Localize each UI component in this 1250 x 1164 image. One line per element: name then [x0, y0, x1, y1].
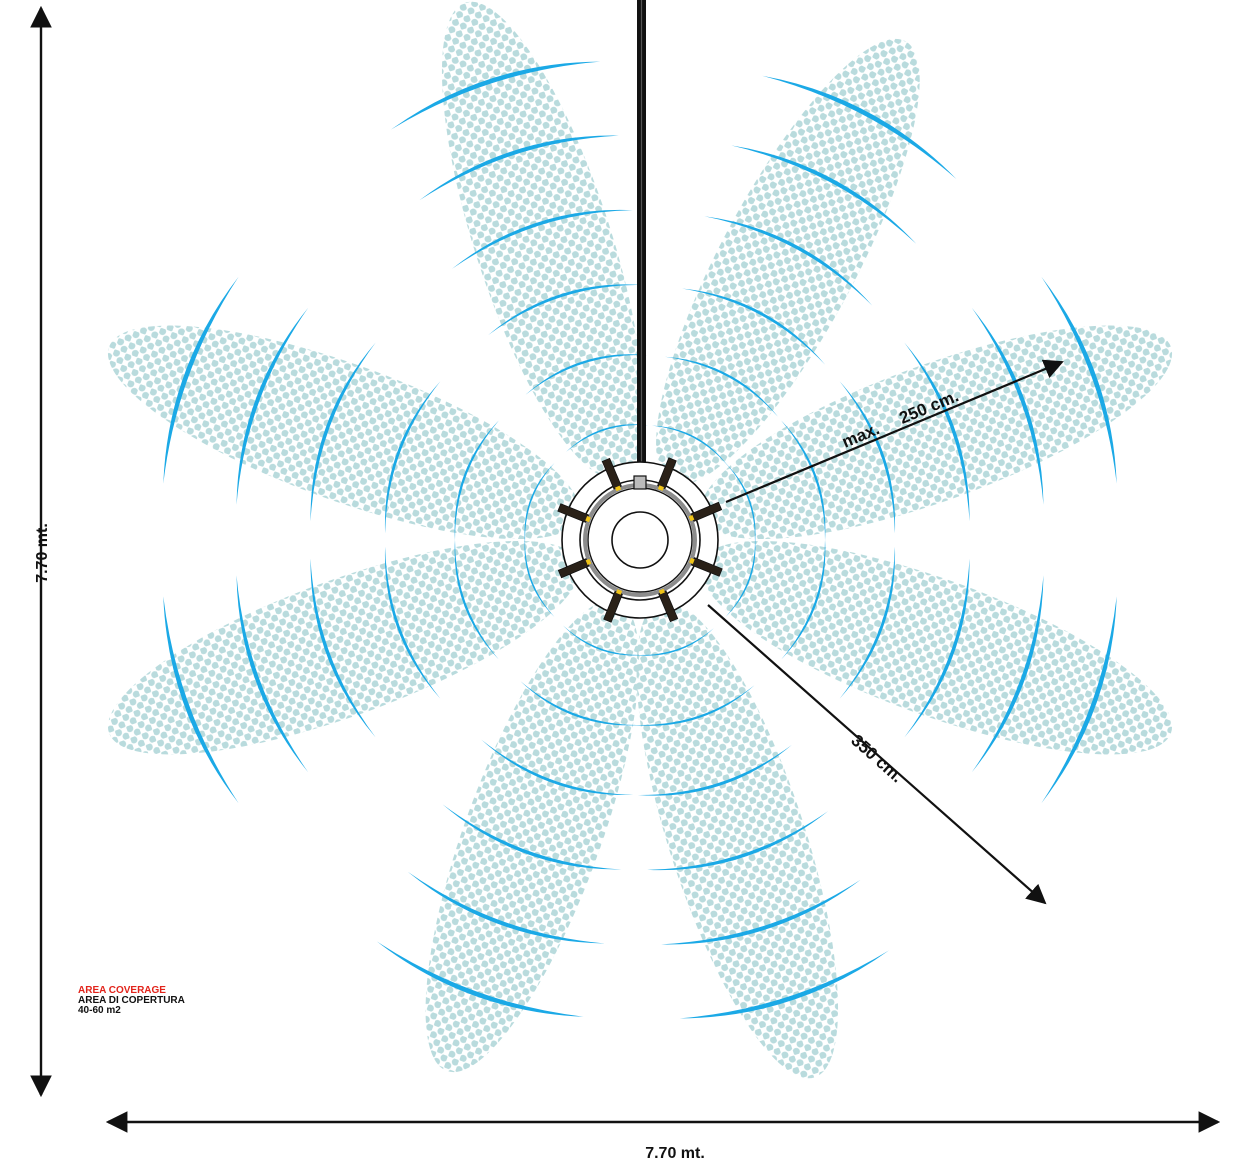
signal-wave-arc [488, 284, 643, 335]
signal-wave-arc [384, 381, 441, 534]
signal-wave-arc [451, 209, 633, 269]
emitter-post [689, 557, 723, 577]
signal-wave-arc [481, 739, 634, 796]
signal-wave-arc [647, 811, 829, 871]
antenna-hub-icon [557, 457, 723, 623]
signal-wave-arc [384, 546, 441, 699]
reach-radius-arrow [707, 604, 1047, 905]
emitter-post [658, 588, 679, 623]
width-dimension-label: 7.70 mt. [645, 1145, 705, 1162]
signal-wave-arc [524, 463, 555, 544]
signal-wave-arc [454, 539, 499, 660]
emitter-post [603, 589, 623, 623]
signal-wave-arc [781, 539, 826, 660]
signal-wave-arc [454, 420, 499, 541]
signal-wave-arc [520, 681, 641, 726]
emitter-post [557, 503, 591, 523]
signal-wave-arc [632, 685, 755, 726]
legend-title: AREA COVERAGE [78, 985, 166, 996]
signal-wave-arc [637, 745, 792, 796]
emitter-post [688, 501, 723, 522]
height-dimension-label: 7.70 mt. [34, 523, 51, 583]
coverage-legend: AREA COVERAGE AREA DI COPERTURA 40-60 m2 [78, 986, 185, 1016]
emitter-post [657, 457, 677, 491]
emitter-post [557, 558, 592, 579]
signal-waves [163, 61, 1117, 1019]
reach-radius-label: 350 cm. [847, 731, 906, 787]
signal-wave-arc [839, 546, 896, 699]
legend-subtitle: AREA DI COPERTURA [78, 995, 185, 1006]
signal-wave-arc [781, 420, 826, 541]
signal-wave-arc [525, 354, 648, 395]
signal-wave-arc [725, 463, 756, 544]
signal-wave-arc [563, 625, 644, 656]
signal-wave-arc [725, 536, 756, 617]
legend-area: 40-60 m2 [78, 1005, 121, 1016]
signal-wave-arc [839, 381, 896, 534]
emitter-post [601, 457, 622, 492]
max-radius-arrow [725, 359, 1064, 504]
signal-wave-arc [524, 536, 555, 617]
